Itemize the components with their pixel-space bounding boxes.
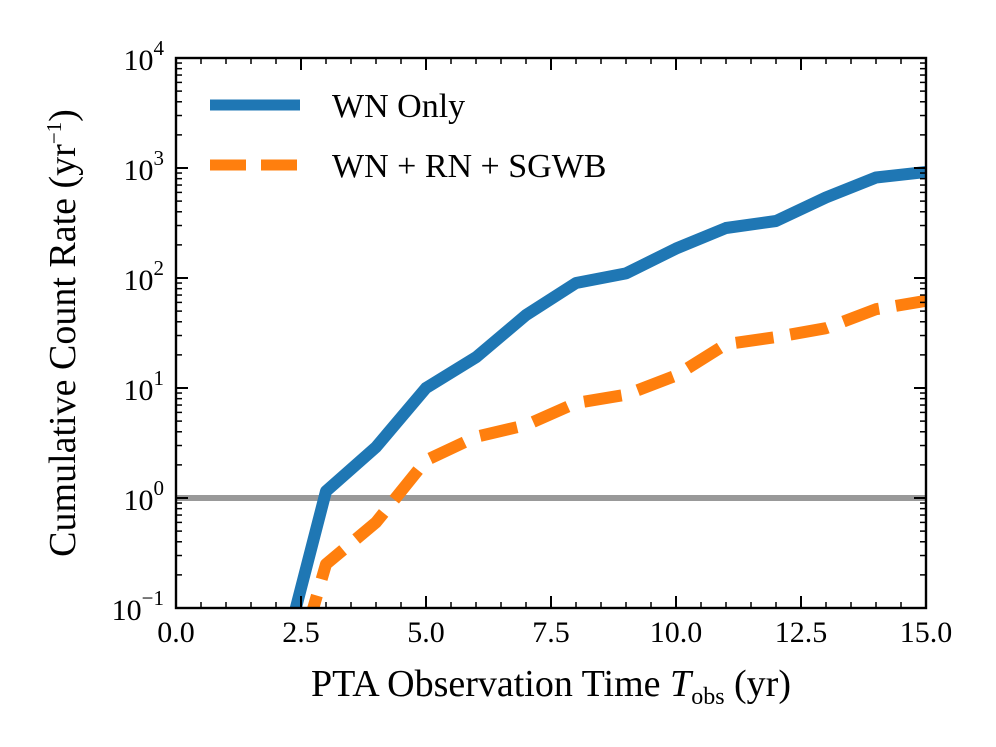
tick-layer [175, 57, 927, 609]
y-tick-label: 104 [124, 36, 165, 77]
series-layer [289, 166, 926, 608]
y-tick-label: 100 [124, 476, 165, 517]
x-tick-label: 5.0 [407, 616, 445, 649]
x-axis-label: PTA Observation Time Tobs (yr) [311, 663, 791, 710]
y-tick-label: 10−1 [112, 586, 164, 627]
x-tick-label: 10.0 [650, 616, 703, 649]
y-tick-label: 102 [124, 256, 165, 297]
y-axis-label: Cumulative Count Rate (yr−1) [42, 109, 84, 557]
x-tick-label: 7.5 [532, 616, 570, 649]
y-tick-label: 101 [124, 366, 165, 407]
legend: WN Only WN + RN + SGWB [210, 88, 606, 185]
x-tick-label: 15.0 [900, 616, 953, 649]
y-tick-labels: 10−1 100 101 102 103 104 [112, 36, 165, 627]
x-tick-label: 12.5 [775, 616, 828, 649]
series-line-1 [307, 294, 926, 608]
x-tick-label: 2.5 [282, 616, 320, 649]
legend-label-wn-rn-sgwb: WN + RN + SGWB [332, 148, 606, 185]
x-tick-labels: 0.0 2.5 5.0 7.5 10.0 12.5 15.0 [157, 616, 952, 649]
legend-label-wn-only: WN Only [332, 88, 465, 125]
x-tick-label: 0.0 [157, 616, 195, 649]
y-tick-label: 103 [124, 146, 165, 187]
series-line-0 [289, 166, 926, 608]
